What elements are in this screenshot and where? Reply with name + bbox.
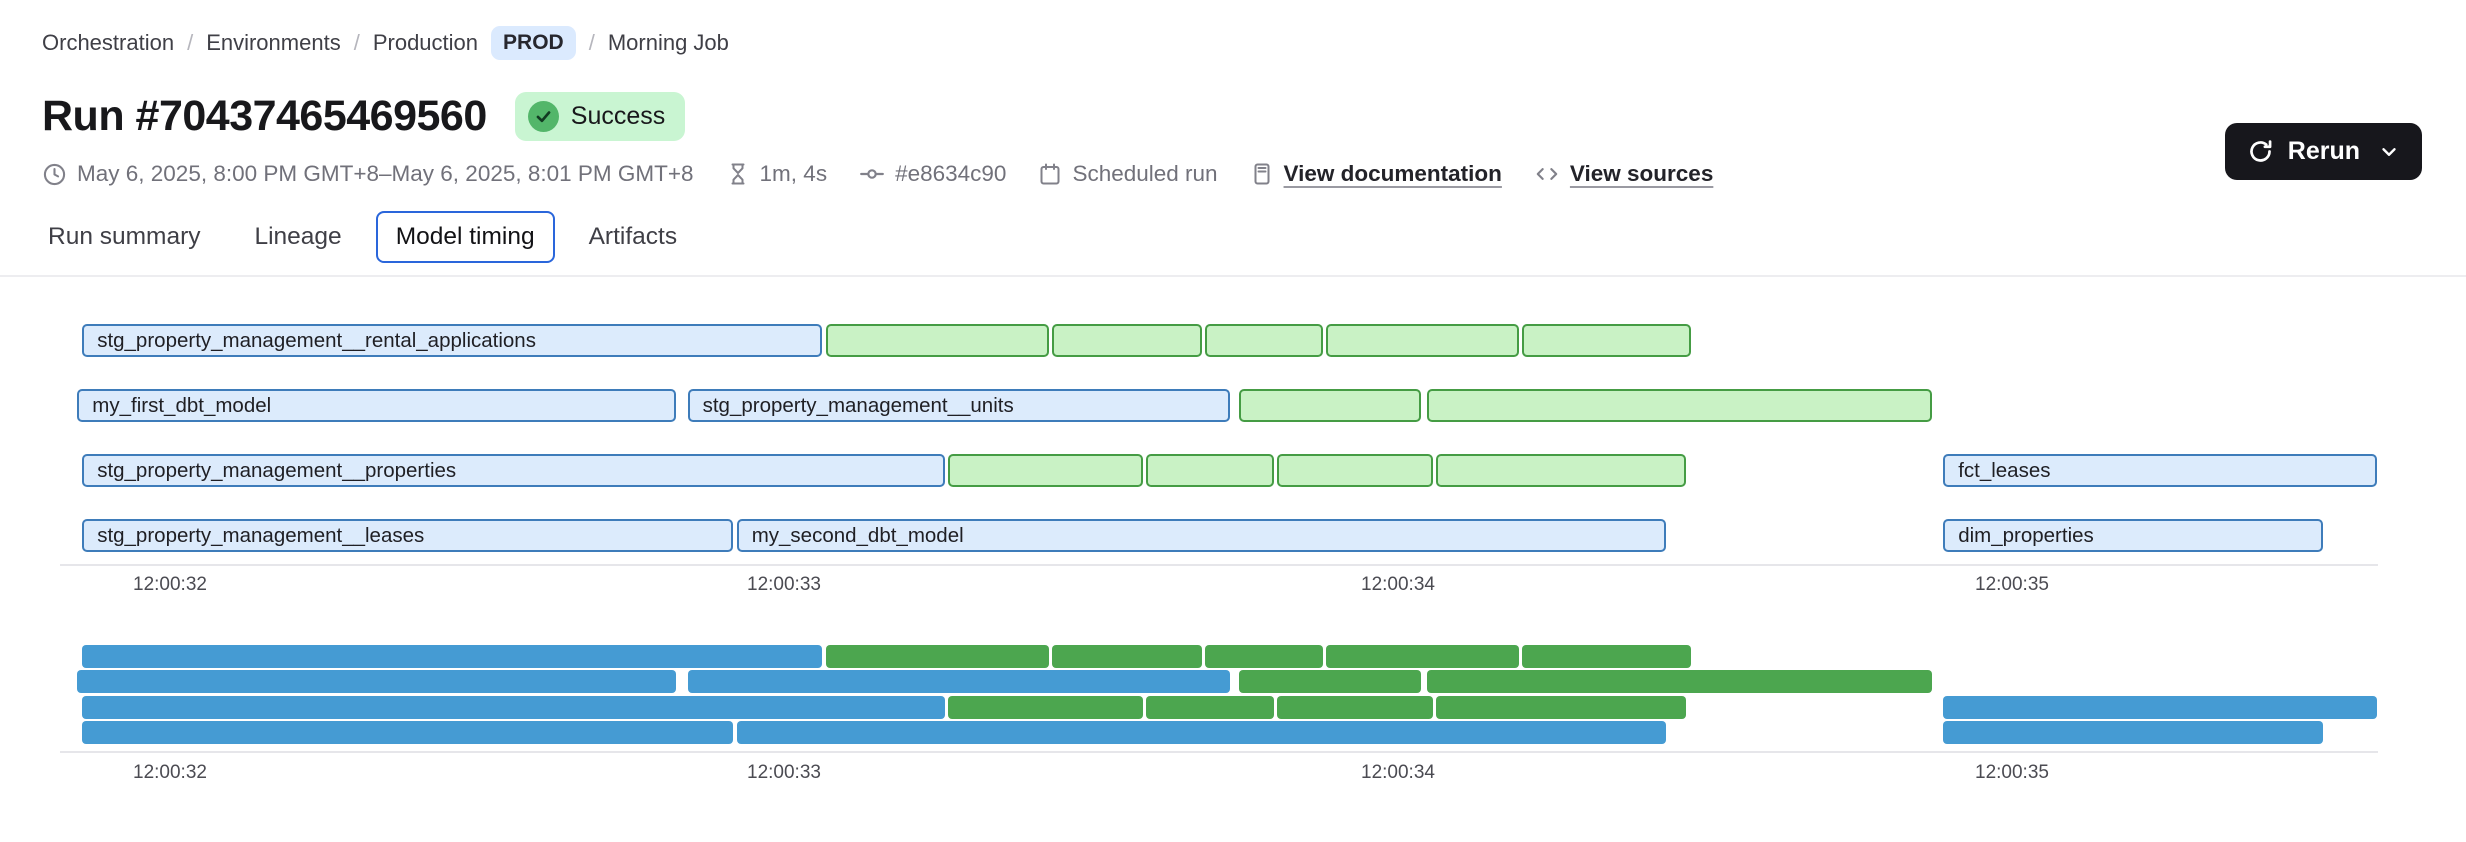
time-axis-label: 12:00:34 bbox=[1361, 762, 1435, 783]
gantt-model-bar[interactable]: dim_properties bbox=[1943, 519, 2324, 552]
tab-bar: Run summary Lineage Model timing Artifac… bbox=[0, 211, 2466, 277]
view-documentation-link[interactable]: View documentation bbox=[1283, 161, 1502, 186]
view-sources[interactable]: View sources bbox=[1534, 161, 1713, 187]
axis-line bbox=[60, 751, 2378, 753]
view-documentation[interactable]: View documentation bbox=[1250, 161, 1502, 187]
git-commit-icon bbox=[859, 161, 885, 187]
run-trigger: Scheduled run bbox=[1038, 161, 1218, 187]
tab-artifacts[interactable]: Artifacts bbox=[588, 223, 678, 250]
time-axis-label: 12:00:34 bbox=[1361, 574, 1435, 595]
calendar-icon bbox=[1038, 162, 1062, 186]
gantt-test-bar[interactable] bbox=[825, 324, 1050, 357]
code-icon bbox=[1534, 161, 1560, 187]
gantt-model-bar[interactable]: stg_property_management__rental_applicat… bbox=[82, 324, 823, 357]
mini-test-bar bbox=[1522, 645, 1691, 668]
gantt-test-bar[interactable] bbox=[947, 454, 1144, 487]
gantt-test-bar[interactable] bbox=[1239, 389, 1421, 422]
mini-test-bar bbox=[1277, 696, 1433, 719]
mini-test-bar bbox=[947, 696, 1144, 719]
chevron-down-icon[interactable] bbox=[2378, 141, 2400, 163]
model-timing-gantt-chart: stg_property_management__rental_applicat… bbox=[60, 324, 2422, 619]
gantt-model-bar[interactable]: stg_property_management__properties bbox=[82, 454, 945, 487]
gantt-test-bar[interactable] bbox=[1146, 454, 1274, 487]
tab-model-timing[interactable]: Model timing bbox=[375, 211, 555, 263]
gantt-test-bar[interactable] bbox=[1205, 324, 1324, 357]
breadcrumb-separator: / bbox=[187, 30, 194, 55]
tab-run-summary[interactable]: Run summary bbox=[48, 223, 201, 250]
hourglass-icon bbox=[726, 162, 750, 186]
tab-lineage[interactable]: Lineage bbox=[254, 223, 342, 250]
page-title: Run #70437465469560 bbox=[42, 92, 487, 140]
breadcrumb-item-environments[interactable]: Environments bbox=[206, 30, 341, 55]
clock-icon bbox=[42, 162, 67, 187]
run-meta-row: May 6, 2025, 8:00 PM GMT+8–May 6, 2025, … bbox=[42, 161, 2422, 187]
breadcrumb-separator: / bbox=[588, 30, 595, 55]
gantt-test-bar[interactable] bbox=[1277, 454, 1433, 487]
mini-test-bar bbox=[1426, 670, 1933, 693]
mini-model-bar bbox=[736, 721, 1667, 744]
gantt-model-bar[interactable]: my_first_dbt_model bbox=[77, 389, 676, 422]
mini-model-bar bbox=[687, 670, 1230, 693]
refresh-icon bbox=[2247, 138, 2274, 165]
rerun-button-label: Rerun bbox=[2287, 137, 2360, 165]
gantt-test-bar[interactable] bbox=[1522, 324, 1691, 357]
breadcrumb-item-morning-job[interactable]: Morning Job bbox=[607, 30, 729, 55]
rerun-button[interactable]: Rerun bbox=[2224, 123, 2422, 180]
mini-test-bar bbox=[1052, 645, 1203, 668]
commit-hash: #e8634c90 bbox=[859, 161, 1006, 187]
mini-test-bar bbox=[1326, 645, 1519, 668]
view-sources-link[interactable]: View sources bbox=[1569, 161, 1714, 186]
status-badge: Success bbox=[514, 92, 686, 141]
run-detail-page: Orchestration / Environments / Productio… bbox=[0, 26, 2466, 795]
status-badge-label: Success bbox=[570, 102, 666, 130]
mini-test-bar bbox=[1146, 696, 1274, 719]
gantt-model-bar[interactable]: stg_property_management__leases bbox=[82, 519, 733, 552]
mini-test-bar bbox=[1239, 670, 1421, 693]
commit-hash-label: #e8634c90 bbox=[895, 161, 1007, 186]
breadcrumb-item-orchestration[interactable]: Orchestration bbox=[42, 30, 175, 55]
mini-model-bar bbox=[82, 696, 945, 719]
mini-test-bar bbox=[825, 645, 1050, 668]
run-duration: 1m, 4s bbox=[726, 161, 828, 187]
gantt-test-bar[interactable] bbox=[1436, 454, 1686, 487]
gantt-model-bar[interactable]: fct_leases bbox=[1943, 454, 2378, 487]
time-axis-label: 12:00:32 bbox=[133, 574, 207, 595]
gantt-test-bar[interactable] bbox=[1426, 389, 1933, 422]
time-axis-label: 12:00:32 bbox=[133, 762, 207, 783]
mini-model-bar bbox=[1943, 721, 2324, 744]
run-duration-label: 1m, 4s bbox=[759, 161, 828, 186]
mini-test-bar bbox=[1205, 645, 1324, 668]
time-axis-label: 12:00:33 bbox=[747, 574, 821, 595]
time-axis-label: 12:00:33 bbox=[747, 762, 821, 783]
timeline-brush-chart[interactable]: 12:00:32 12:00:33 12:00:34 12:00:35 bbox=[60, 645, 2422, 795]
breadcrumb-separator: / bbox=[353, 30, 360, 55]
mini-model-bar bbox=[77, 670, 676, 693]
axis-line bbox=[60, 564, 2378, 566]
environment-badge: PROD bbox=[491, 26, 576, 60]
mini-test-bar bbox=[1436, 696, 1686, 719]
document-icon bbox=[1250, 162, 1274, 186]
mini-model-bar bbox=[82, 645, 823, 668]
gantt-test-bar[interactable] bbox=[1052, 324, 1203, 357]
time-axis-label: 12:00:35 bbox=[1975, 574, 2049, 595]
gantt-test-bar[interactable] bbox=[1326, 324, 1519, 357]
run-trigger-label: Scheduled run bbox=[1072, 161, 1218, 186]
title-row: Run #70437465469560 Success bbox=[42, 92, 2422, 141]
breadcrumb-item-production[interactable]: Production bbox=[372, 30, 479, 55]
time-axis-label: 12:00:35 bbox=[1975, 762, 2049, 783]
gantt-model-bar[interactable]: my_second_dbt_model bbox=[736, 519, 1667, 552]
mini-model-bar bbox=[1943, 696, 2378, 719]
breadcrumb: Orchestration / Environments / Productio… bbox=[42, 26, 2422, 60]
gantt-model-bar[interactable]: stg_property_management__units bbox=[687, 389, 1230, 422]
run-time-range-label: May 6, 2025, 8:00 PM GMT+8–May 6, 2025, … bbox=[77, 161, 694, 186]
mini-model-bar bbox=[82, 721, 733, 744]
check-circle-icon bbox=[527, 101, 559, 132]
run-time-range: May 6, 2025, 8:00 PM GMT+8–May 6, 2025, … bbox=[42, 161, 694, 187]
